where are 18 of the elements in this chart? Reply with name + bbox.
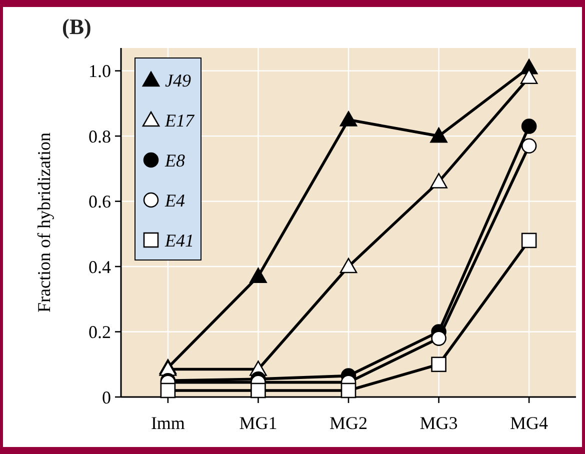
legend-label: E41 [164, 230, 194, 250]
y-tick-label: 0.2 [88, 322, 111, 342]
chart-title: (B) [62, 14, 92, 39]
legend-label: E17 [164, 110, 195, 130]
x-tick-label: MG3 [420, 413, 458, 433]
x-tick-label: Imm [150, 413, 185, 433]
y-tick-label: 0.6 [88, 192, 111, 212]
legend-label: J49 [165, 70, 191, 90]
legend-label: E8 [164, 150, 185, 170]
x-tick-label: MG4 [510, 413, 548, 433]
y-tick-label: 0.8 [88, 126, 111, 146]
y-axis-title: Fraction of hybridization [34, 132, 54, 312]
x-tick-label: MG2 [329, 413, 368, 433]
x-tick-label: MG1 [239, 413, 278, 433]
y-tick-label: 1.0 [88, 61, 111, 82]
legend-label: E4 [164, 190, 185, 210]
y-tick-label: 0 [102, 387, 111, 408]
y-tick-label: 0.4 [88, 256, 111, 277]
